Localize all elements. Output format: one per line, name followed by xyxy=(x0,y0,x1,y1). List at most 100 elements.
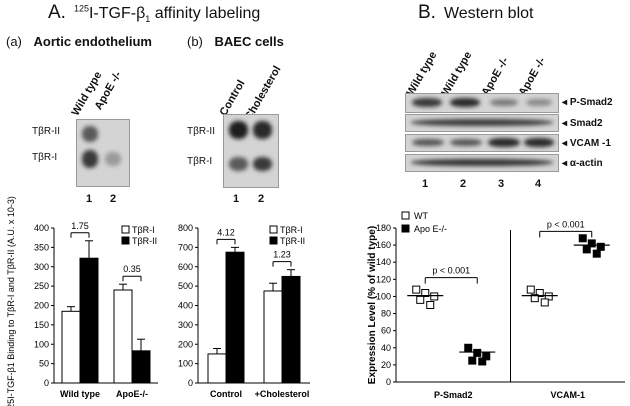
lane-number: 2 xyxy=(460,178,467,190)
bar-receptor-i xyxy=(207,353,227,384)
subpanel-b-name: BAEC cells xyxy=(214,34,284,49)
bar-receptor-ii xyxy=(281,275,301,384)
band-b2-receptor-i xyxy=(253,157,272,171)
band xyxy=(411,159,553,166)
apoe-point xyxy=(473,348,482,357)
y-tick-label: 120 xyxy=(376,274,391,284)
wt-point xyxy=(426,301,435,309)
band-label-text: α-actin xyxy=(569,158,603,169)
x-category-label: ApoE-/- xyxy=(116,389,148,399)
lane-number: 1 xyxy=(86,193,93,205)
wt-point xyxy=(430,292,439,301)
lane-number: 2 xyxy=(258,193,265,205)
band-label-alpha-actin: ◂ α-actin xyxy=(562,158,603,169)
band-a2-receptor-i xyxy=(105,152,121,166)
panel-b-title: B. Western blot xyxy=(418,2,533,24)
legend-swatch xyxy=(401,211,410,220)
bar-receptor-i xyxy=(113,289,133,384)
apoe-point xyxy=(578,234,587,243)
blot-baec-cells xyxy=(223,114,279,188)
wt-point xyxy=(535,289,544,298)
panel-b-y-axis-label: Expression Level (% of wild type) xyxy=(367,226,378,384)
y-tick-label: 100 xyxy=(376,291,391,301)
lane-number: 1 xyxy=(422,178,429,190)
lane-number: 3 xyxy=(498,178,505,190)
legend-swatch xyxy=(269,236,278,245)
y-tick-label: 300 xyxy=(34,262,49,272)
apoe-point xyxy=(592,249,601,258)
apoe-point xyxy=(464,343,473,352)
legend-swatch xyxy=(269,225,278,234)
panel-a-y-axis-label: 125I-TGF-β1 Binding to TβR-I and TβR-II … xyxy=(6,196,16,406)
band-label-p-smad2: ◂ P-Smad2 xyxy=(562,97,613,108)
p-value-annotation: p < 0.001 xyxy=(547,219,585,229)
legend-label: TβR-I xyxy=(132,225,155,235)
band-label-text: VCAM -1 xyxy=(569,138,611,149)
apoe-point xyxy=(596,242,605,251)
legend-label: Apo E-/- xyxy=(414,224,447,234)
band xyxy=(450,98,480,107)
y-tick-label: 250 xyxy=(34,281,49,291)
x-category-label: P-Smad2 xyxy=(434,390,473,400)
blot-aortic-endothelium xyxy=(76,119,130,187)
subpanel-a-tag: (a) xyxy=(6,34,22,49)
panel-b-name: Western blot xyxy=(443,5,534,22)
legend-swatch xyxy=(401,224,410,233)
blot-a-label-receptor-i: TβR-I xyxy=(32,152,58,163)
band xyxy=(412,139,444,146)
band-a1-receptor-i xyxy=(82,150,98,168)
band-b1-receptor-ii xyxy=(229,121,248,139)
p-value-annotation: p < 0.001 xyxy=(432,266,470,276)
wt-point xyxy=(526,285,535,294)
apoe-point xyxy=(478,357,487,366)
y-tick-label: 150 xyxy=(34,320,49,330)
band-label-text: Smad2 xyxy=(569,118,603,129)
subpanel-a-name: Aortic endothelium xyxy=(33,34,152,49)
y-tick-label: 200 xyxy=(34,301,49,311)
bar-receptor-ii xyxy=(225,251,245,384)
subpanel-a-title: (a) Aortic endothelium xyxy=(6,34,152,49)
y-tick-label: 0 xyxy=(188,378,193,388)
legend-label: WT xyxy=(414,211,428,221)
lane-number: 1 xyxy=(233,193,240,205)
bar-receptor-ii xyxy=(131,350,151,384)
lane-number: 2 xyxy=(110,193,117,205)
y-tick-label: 350 xyxy=(34,242,49,252)
band-label-vcam-1: ◂ VCAM -1 xyxy=(562,138,611,149)
band xyxy=(450,139,482,146)
panel-a-title: A. 125I-TGF-β1 affinity labeling xyxy=(48,2,260,24)
y-tick-label: 500 xyxy=(178,281,193,291)
wt-point xyxy=(412,285,421,294)
ratio-annotation: 0.35 xyxy=(123,264,141,274)
y-tick-label: 0 xyxy=(44,378,49,388)
x-category-label: +Cholesterol xyxy=(255,389,310,399)
apoe-point xyxy=(468,356,477,365)
apoe-point xyxy=(582,245,591,254)
blot-b-label-receptor-i: TβR-I xyxy=(187,156,213,167)
y-tick-label: 180 xyxy=(376,223,391,233)
legend-label: TβR-II xyxy=(132,236,157,246)
blot-b-label-receptor-ii: TβR-II xyxy=(187,126,215,137)
y-tick-label: 140 xyxy=(376,257,391,267)
y-tick-label: 200 xyxy=(178,339,193,349)
wt-point xyxy=(530,294,539,303)
band xyxy=(488,138,520,147)
y-tick-label: 50 xyxy=(39,359,49,369)
y-tick-label: 40 xyxy=(381,343,391,353)
legend-label: TβR-II xyxy=(280,236,305,246)
band-b1-receptor-i xyxy=(229,157,248,171)
ratio-annotation: 1.75 xyxy=(71,221,89,231)
bar-receptor-i xyxy=(61,310,81,384)
legend-swatch xyxy=(121,225,130,234)
western-blot-strips xyxy=(405,93,559,173)
y-tick-label: 800 xyxy=(178,223,193,233)
subpanel-b-title: (b) BAEC cells xyxy=(187,34,284,49)
lane-number: 4 xyxy=(535,178,542,190)
band xyxy=(411,119,553,126)
y-tick-label: 100 xyxy=(178,359,193,369)
subpanel-b-tag: (b) xyxy=(187,34,203,49)
ratio-annotation: 1.23 xyxy=(273,250,291,260)
band-b2-receptor-ii xyxy=(253,121,272,139)
wt-point xyxy=(416,295,425,304)
strip-p-smad2 xyxy=(405,93,559,113)
